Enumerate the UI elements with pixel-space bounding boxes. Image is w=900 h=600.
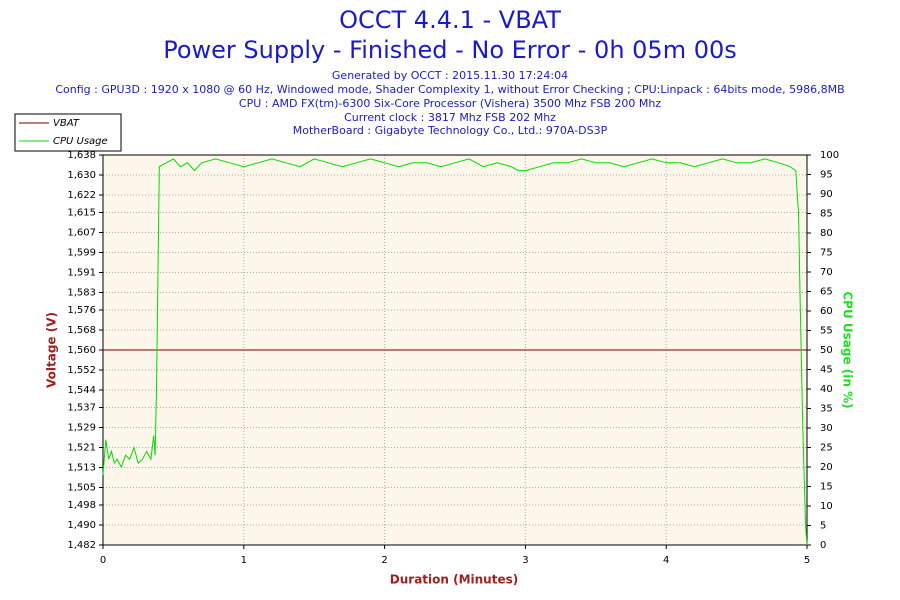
y2-tick-label: 50: [820, 345, 833, 356]
y-tick-label: 1,638: [67, 150, 96, 161]
y2-tick-label: 60: [820, 306, 833, 317]
x-tick-label: 2: [381, 555, 387, 566]
legend-box: [14, 113, 122, 152]
legend-label: VBAT: [53, 118, 80, 129]
x-tick-label: 5: [804, 555, 810, 566]
y2-tick-label: 20: [820, 462, 833, 473]
y-tick-label: 1,622: [67, 190, 96, 201]
y-tick-label: 1,552: [67, 365, 96, 376]
chart-title: OCCT 4.4.1 - VBAT: [339, 6, 561, 34]
y2-tick-label: 75: [820, 248, 833, 259]
y2-tick-label: 0: [820, 540, 826, 551]
y2-tick-label: 15: [820, 482, 833, 493]
y2-tick-label: 80: [820, 228, 833, 239]
y-tick-label: 1,599: [67, 248, 96, 259]
y-tick-label: 1,529: [67, 423, 96, 434]
y2-tick-label: 45: [820, 365, 833, 376]
y-tick-label: 1,521: [67, 443, 96, 454]
y-tick-label: 1,513: [67, 463, 96, 474]
y-tick-label: 1,482: [67, 540, 96, 551]
y2-tick-label: 70: [820, 267, 833, 278]
y-axis-title: Voltage (V): [45, 312, 59, 388]
y2-axis-title: CPU Usage (in %): [841, 291, 855, 408]
y-tick-label: 1,498: [67, 500, 96, 511]
y-tick-label: 1,505: [67, 483, 96, 494]
y-tick-label: 1,490: [67, 520, 96, 531]
y2-tick-label: 25: [820, 443, 833, 454]
series-line: [102, 158, 808, 546]
y2-tick-label: 100: [820, 150, 839, 161]
y-tick-label: 1,544: [67, 385, 96, 396]
y-tick-label: 1,537: [67, 403, 96, 414]
subtitle: Generated by OCCT : 2015.11.30 17:24:04: [332, 69, 568, 82]
x-tick-label: 0: [100, 555, 106, 566]
y2-tick-label: 30: [820, 423, 833, 434]
y-tick-label: 1,583: [67, 288, 96, 299]
y-tick-label: 1,576: [67, 305, 96, 316]
y-tick-label: 1,630: [67, 170, 96, 181]
chart-title: Power Supply - Finished - No Error - 0h …: [163, 36, 737, 64]
y2-tick-label: 90: [820, 189, 833, 200]
subtitle: CPU : AMD FX(tm)-6300 Six-Core Processor…: [239, 97, 661, 110]
x-tick-label: 1: [241, 555, 247, 566]
y-tick-label: 1,615: [67, 208, 96, 219]
x-tick-label: 4: [663, 555, 669, 566]
y2-tick-label: 85: [820, 209, 833, 220]
y-tick-label: 1,560: [67, 345, 96, 356]
subtitle: Config : GPU3D : 1920 x 1080 @ 60 Hz, Wi…: [55, 83, 844, 96]
y2-tick-label: 35: [820, 404, 833, 415]
x-tick-label: 3: [522, 555, 528, 566]
y-tick-label: 1,568: [67, 325, 96, 336]
y2-tick-label: 10: [820, 501, 833, 512]
y2-tick-label: 95: [820, 170, 833, 181]
subtitle: Current clock : 3817 Mhz FSB 202 Mhz: [344, 111, 556, 124]
y2-tick-label: 40: [820, 384, 833, 395]
y2-tick-label: 65: [820, 287, 833, 298]
y2-tick-label: 5: [820, 521, 826, 532]
x-axis-title: Duration (Minutes): [390, 573, 518, 587]
subtitle: MotherBoard : Gigabyte Technology Co., L…: [293, 124, 608, 137]
y-tick-label: 1,591: [67, 268, 96, 279]
legend-label: CPU Usage: [53, 136, 108, 147]
y-tick-label: 1,607: [67, 228, 96, 239]
y2-tick-label: 55: [820, 326, 833, 337]
